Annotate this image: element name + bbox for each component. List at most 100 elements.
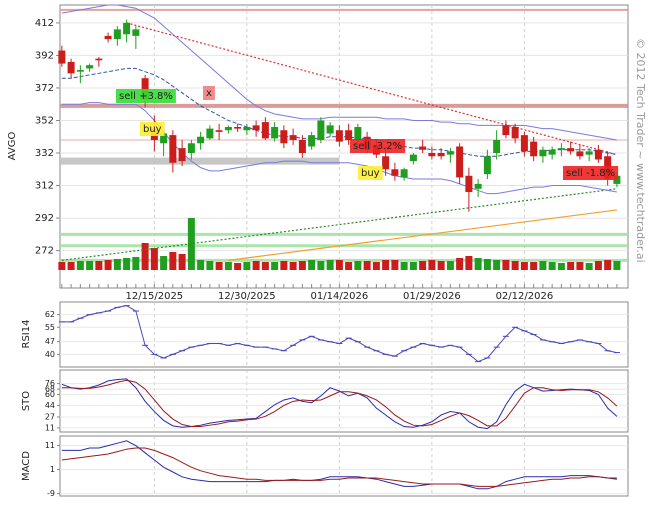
annotation: buy (361, 168, 380, 179)
volume-bar (197, 260, 205, 270)
candle-body (345, 130, 353, 140)
volume-bar (474, 258, 482, 270)
volume-bar (530, 262, 538, 270)
volume-bar (446, 261, 454, 270)
volume-bar (567, 262, 575, 270)
candle-body (391, 169, 399, 176)
y-tick-label: 312 (35, 181, 54, 192)
volume-bar (382, 260, 390, 270)
candle-body (132, 29, 140, 36)
volume-bar (271, 262, 279, 270)
volume-bar (141, 243, 149, 270)
volume-bar (289, 262, 297, 270)
annotation: buy (143, 124, 162, 135)
overlay-line (61, 4, 617, 141)
candle-body (382, 156, 390, 170)
volume-bar (557, 263, 565, 270)
candle-body (317, 120, 325, 140)
candle-body (585, 151, 593, 155)
sto-line (61, 378, 618, 430)
candle-body (409, 154, 417, 162)
candle-body (206, 128, 214, 139)
volume-bar (576, 262, 584, 270)
volume-bar (95, 261, 103, 270)
volume-bar (132, 257, 140, 270)
volume-bar (113, 259, 121, 270)
y-tick-label: 40 (45, 350, 55, 359)
volume-bar (215, 262, 223, 270)
volume-bar (409, 262, 417, 270)
annotation-box (116, 89, 176, 103)
y-tick-label: 372 (35, 83, 54, 94)
volume-bar (363, 261, 371, 270)
x-tick-label: 12/15/2025 (126, 291, 184, 302)
candle-body (271, 126, 279, 139)
volume-bar (58, 262, 66, 270)
candle-body (530, 141, 538, 157)
volume-bar (428, 260, 436, 270)
candle-body (141, 78, 149, 100)
y-tick-label: 76 (45, 379, 55, 388)
candle-body (539, 149, 547, 157)
volume-bar (280, 261, 288, 270)
sto-line (61, 379, 618, 428)
volume-bar (594, 261, 602, 270)
candle-body (224, 126, 232, 131)
y-tick-label: -9 (47, 489, 55, 498)
candle-body (298, 139, 306, 154)
candle-body (567, 148, 575, 152)
y-tick-label: 11 (45, 423, 55, 432)
candle-body (261, 122, 269, 139)
candle-body (86, 65, 94, 69)
panel-frame (59, 4, 629, 289)
y-tick-label: 55 (45, 323, 55, 332)
candle-body (354, 126, 362, 140)
x-tick-label: 01/29/2026 (403, 291, 461, 302)
volume-bar (76, 261, 84, 270)
candle-body (197, 136, 205, 144)
candle-body (493, 139, 501, 154)
y-tick-label: 412 (35, 18, 54, 29)
volume-bar (123, 258, 131, 270)
volume-bar (604, 260, 612, 270)
candle-body (58, 50, 66, 64)
candle-body (67, 61, 75, 74)
volume-bar (234, 263, 242, 270)
candle-body (446, 151, 454, 155)
annotation: x (206, 88, 212, 99)
volume-bar (520, 262, 528, 270)
volume-bar (548, 262, 556, 270)
candle-body (576, 151, 584, 157)
candle-body (437, 153, 445, 157)
candle-body (280, 130, 288, 144)
x-tick-label: 02/12/2026 (496, 291, 554, 302)
trendline (228, 209, 617, 261)
candle-body (308, 135, 316, 147)
candle-body (178, 148, 186, 162)
candle-body (419, 146, 427, 150)
y-tick-label: 60 (45, 390, 55, 399)
y-tick-label: 352 (35, 115, 54, 126)
y-tick-label: 392 (35, 50, 54, 61)
candle-body (215, 130, 223, 132)
y-tick-label: 1 (50, 465, 55, 474)
candle-body (557, 148, 565, 150)
volume-bar (160, 256, 168, 270)
volume-bar (178, 254, 186, 270)
volume-bar (308, 260, 316, 270)
macd-line (61, 440, 617, 490)
candle-body (104, 35, 112, 40)
candle-body (502, 125, 510, 136)
trendline (126, 22, 618, 156)
candle-body (160, 133, 168, 144)
panel-frame (59, 301, 629, 368)
candle-body (123, 22, 131, 35)
annotation: sell -3.2% (353, 141, 402, 152)
volume-bar (511, 261, 519, 270)
candle-body (594, 149, 602, 160)
y-tick-label: 332 (35, 148, 54, 159)
volume-bar (104, 260, 112, 270)
volume-bar (261, 262, 269, 270)
candle-body (95, 58, 103, 61)
